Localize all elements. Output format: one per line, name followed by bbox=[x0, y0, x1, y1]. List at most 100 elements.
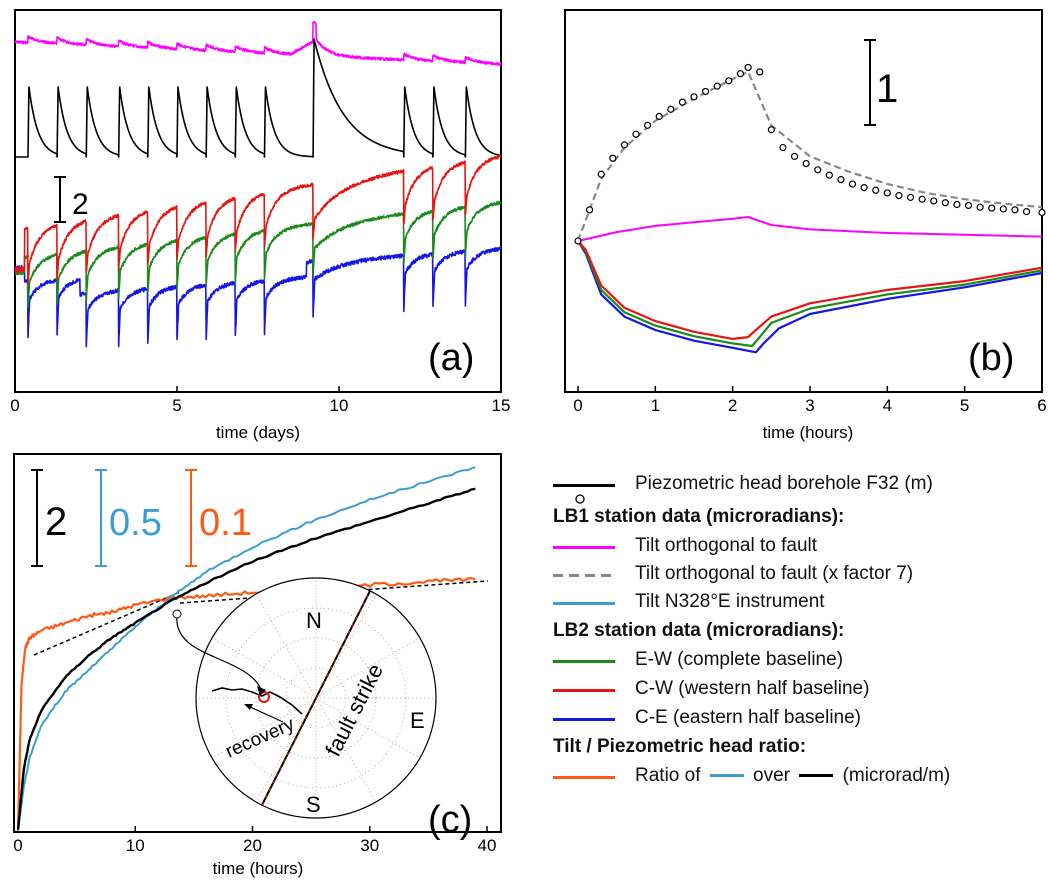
panel-b-xlabel: time (hours) bbox=[763, 423, 854, 442]
piezo-marker bbox=[953, 200, 961, 209]
legend-inline-swatch-blue bbox=[709, 774, 744, 778]
panel-c-x-tick-label: 10 bbox=[126, 836, 145, 855]
panel-c-scalebars: 2 0.5 0.1 bbox=[31, 469, 252, 567]
scalebar-label-tilt: 0.5 bbox=[109, 502, 162, 544]
panel-b-x-tick-label: 4 bbox=[883, 396, 892, 415]
piezo-marker bbox=[756, 68, 764, 76]
piezo-marker bbox=[930, 197, 938, 205]
series-piezometric-head bbox=[14, 38, 502, 158]
piezo-marker bbox=[597, 170, 605, 178]
legend: Piezometric head borehole F32 (m) LB1 st… bbox=[545, 462, 1045, 792]
piezo-marker bbox=[736, 70, 745, 78]
polar-spoke bbox=[211, 697, 317, 759]
polar-inset: N S E fault strike recovery bbox=[172, 577, 437, 819]
polar-spoke bbox=[211, 637, 317, 699]
panel-b-frame bbox=[564, 9, 1043, 393]
series-ew bbox=[577, 240, 1043, 348]
panel-b-x-tick-label: 5 bbox=[960, 396, 969, 415]
pointer-arrow bbox=[176, 614, 263, 693]
piezo-marker bbox=[906, 193, 915, 201]
panel-c-label: (c) bbox=[428, 799, 472, 841]
piezo-marker bbox=[999, 205, 1007, 213]
piezo-marker bbox=[1038, 208, 1046, 217]
scalebar-label-ratio: 0.1 bbox=[199, 502, 252, 544]
piezo-marker bbox=[860, 184, 868, 192]
piezo-marker bbox=[988, 204, 996, 212]
piezo-marker bbox=[814, 166, 822, 174]
legend-circle-marker bbox=[575, 494, 585, 504]
piezo-marker bbox=[725, 77, 733, 85]
panel-b: 0 1 2 3 4 5 6 1 (b) time (hours) bbox=[564, 9, 1047, 442]
legend-label-cw: C-W (western half baseline) bbox=[635, 678, 870, 699]
series-tilt-n328 bbox=[17, 466, 476, 831]
series-cw bbox=[14, 154, 502, 285]
piezo-marker bbox=[1011, 206, 1019, 214]
piezo-marker bbox=[667, 105, 675, 113]
scalebar-label-head: 2 bbox=[45, 500, 67, 544]
legend-label-ce: C-E (eastern half baseline) bbox=[635, 707, 861, 728]
panel-c: 0 10 20 30 40 2 0.5 0.1 bbox=[13, 453, 502, 878]
piezo-marker bbox=[574, 237, 582, 245]
legend-label-piezo: Piezometric head borehole F32 (m) bbox=[635, 473, 933, 494]
polar-north-label: N bbox=[306, 608, 322, 633]
panel-b-x-tick-label: 1 bbox=[651, 396, 660, 415]
piezo-marker bbox=[918, 195, 926, 203]
legend-label-ratio-b: over bbox=[753, 765, 791, 786]
legend-label-n328: Tilt N328°E instrument bbox=[635, 591, 825, 612]
panel-b-x-tick-label: 2 bbox=[728, 396, 737, 415]
panel-c-x-tick-label: 0 bbox=[13, 836, 22, 855]
polar-south-label: S bbox=[306, 792, 321, 817]
piezo-marker bbox=[837, 175, 845, 184]
panel-a-label: (a) bbox=[428, 337, 474, 379]
piezo-marker bbox=[632, 130, 640, 138]
series-tilt-orthogonal bbox=[14, 21, 502, 66]
panel-a: 0 5 10 15 2 (a) time (days) bbox=[10, 9, 510, 442]
panel-c-x-tick-label: 20 bbox=[243, 836, 262, 855]
series-ce bbox=[577, 240, 1043, 354]
piezo-marker bbox=[767, 126, 775, 134]
series-ew bbox=[14, 200, 502, 308]
panel-c-frame bbox=[13, 453, 502, 833]
piezo-marker bbox=[779, 143, 787, 152]
piezo-marker bbox=[744, 63, 752, 72]
polar-spoke bbox=[255, 697, 317, 803]
series-tilt-orth-x7 bbox=[576, 70, 1043, 242]
tilt-trajectory bbox=[211, 687, 303, 715]
piezo-marker bbox=[643, 121, 652, 129]
recovery-arrow bbox=[247, 705, 284, 723]
piezo-marker bbox=[678, 98, 687, 106]
piezo-marker bbox=[883, 189, 891, 197]
polar-spoke bbox=[315, 637, 421, 699]
legend-swatch-black bbox=[553, 484, 615, 487]
legend-heading-lb1: LB1 station data (microradians): bbox=[553, 506, 845, 527]
panel-b-x-tick-label: 3 bbox=[805, 396, 814, 415]
legend-label-tilt-orth7: Tilt orthogonal to fault (x factor 7) bbox=[635, 563, 914, 584]
panel-a-xlabel: time (days) bbox=[216, 423, 300, 442]
piezo-marker bbox=[690, 93, 698, 101]
legend-label-tilt-orth: Tilt orthogonal to fault bbox=[635, 535, 818, 556]
series-piezometric-head bbox=[16, 487, 476, 830]
panel-a-frame bbox=[14, 9, 502, 393]
piezo-marker bbox=[655, 112, 663, 121]
piezo-marker bbox=[701, 87, 710, 96]
piezo-marker bbox=[848, 180, 857, 188]
series-cw bbox=[577, 240, 1043, 340]
legend-label-ratio-a: Ratio of bbox=[635, 765, 701, 786]
panel-b-x-tick-label: 6 bbox=[1037, 396, 1046, 415]
piezo-marker bbox=[941, 199, 949, 207]
panel-a-scalebar-label: 2 bbox=[72, 188, 89, 221]
polar-spoke bbox=[315, 593, 377, 699]
panel-a-x-tick-label: 0 bbox=[10, 396, 19, 415]
piezo-marker bbox=[713, 82, 721, 90]
legend-inline-swatch-black bbox=[799, 774, 834, 778]
piezo-marker bbox=[964, 201, 973, 209]
piezo-marker bbox=[825, 171, 833, 179]
legend-label-ratio-c: (microrad/m) bbox=[842, 765, 951, 786]
legend-heading-lb2: LB2 station data (microradians): bbox=[553, 620, 845, 641]
piezo-marker bbox=[872, 186, 880, 194]
piezo-marker bbox=[895, 192, 903, 200]
piezo-marker bbox=[620, 141, 629, 149]
piezo-marker bbox=[585, 206, 594, 214]
piezo-marker bbox=[1022, 208, 1031, 216]
